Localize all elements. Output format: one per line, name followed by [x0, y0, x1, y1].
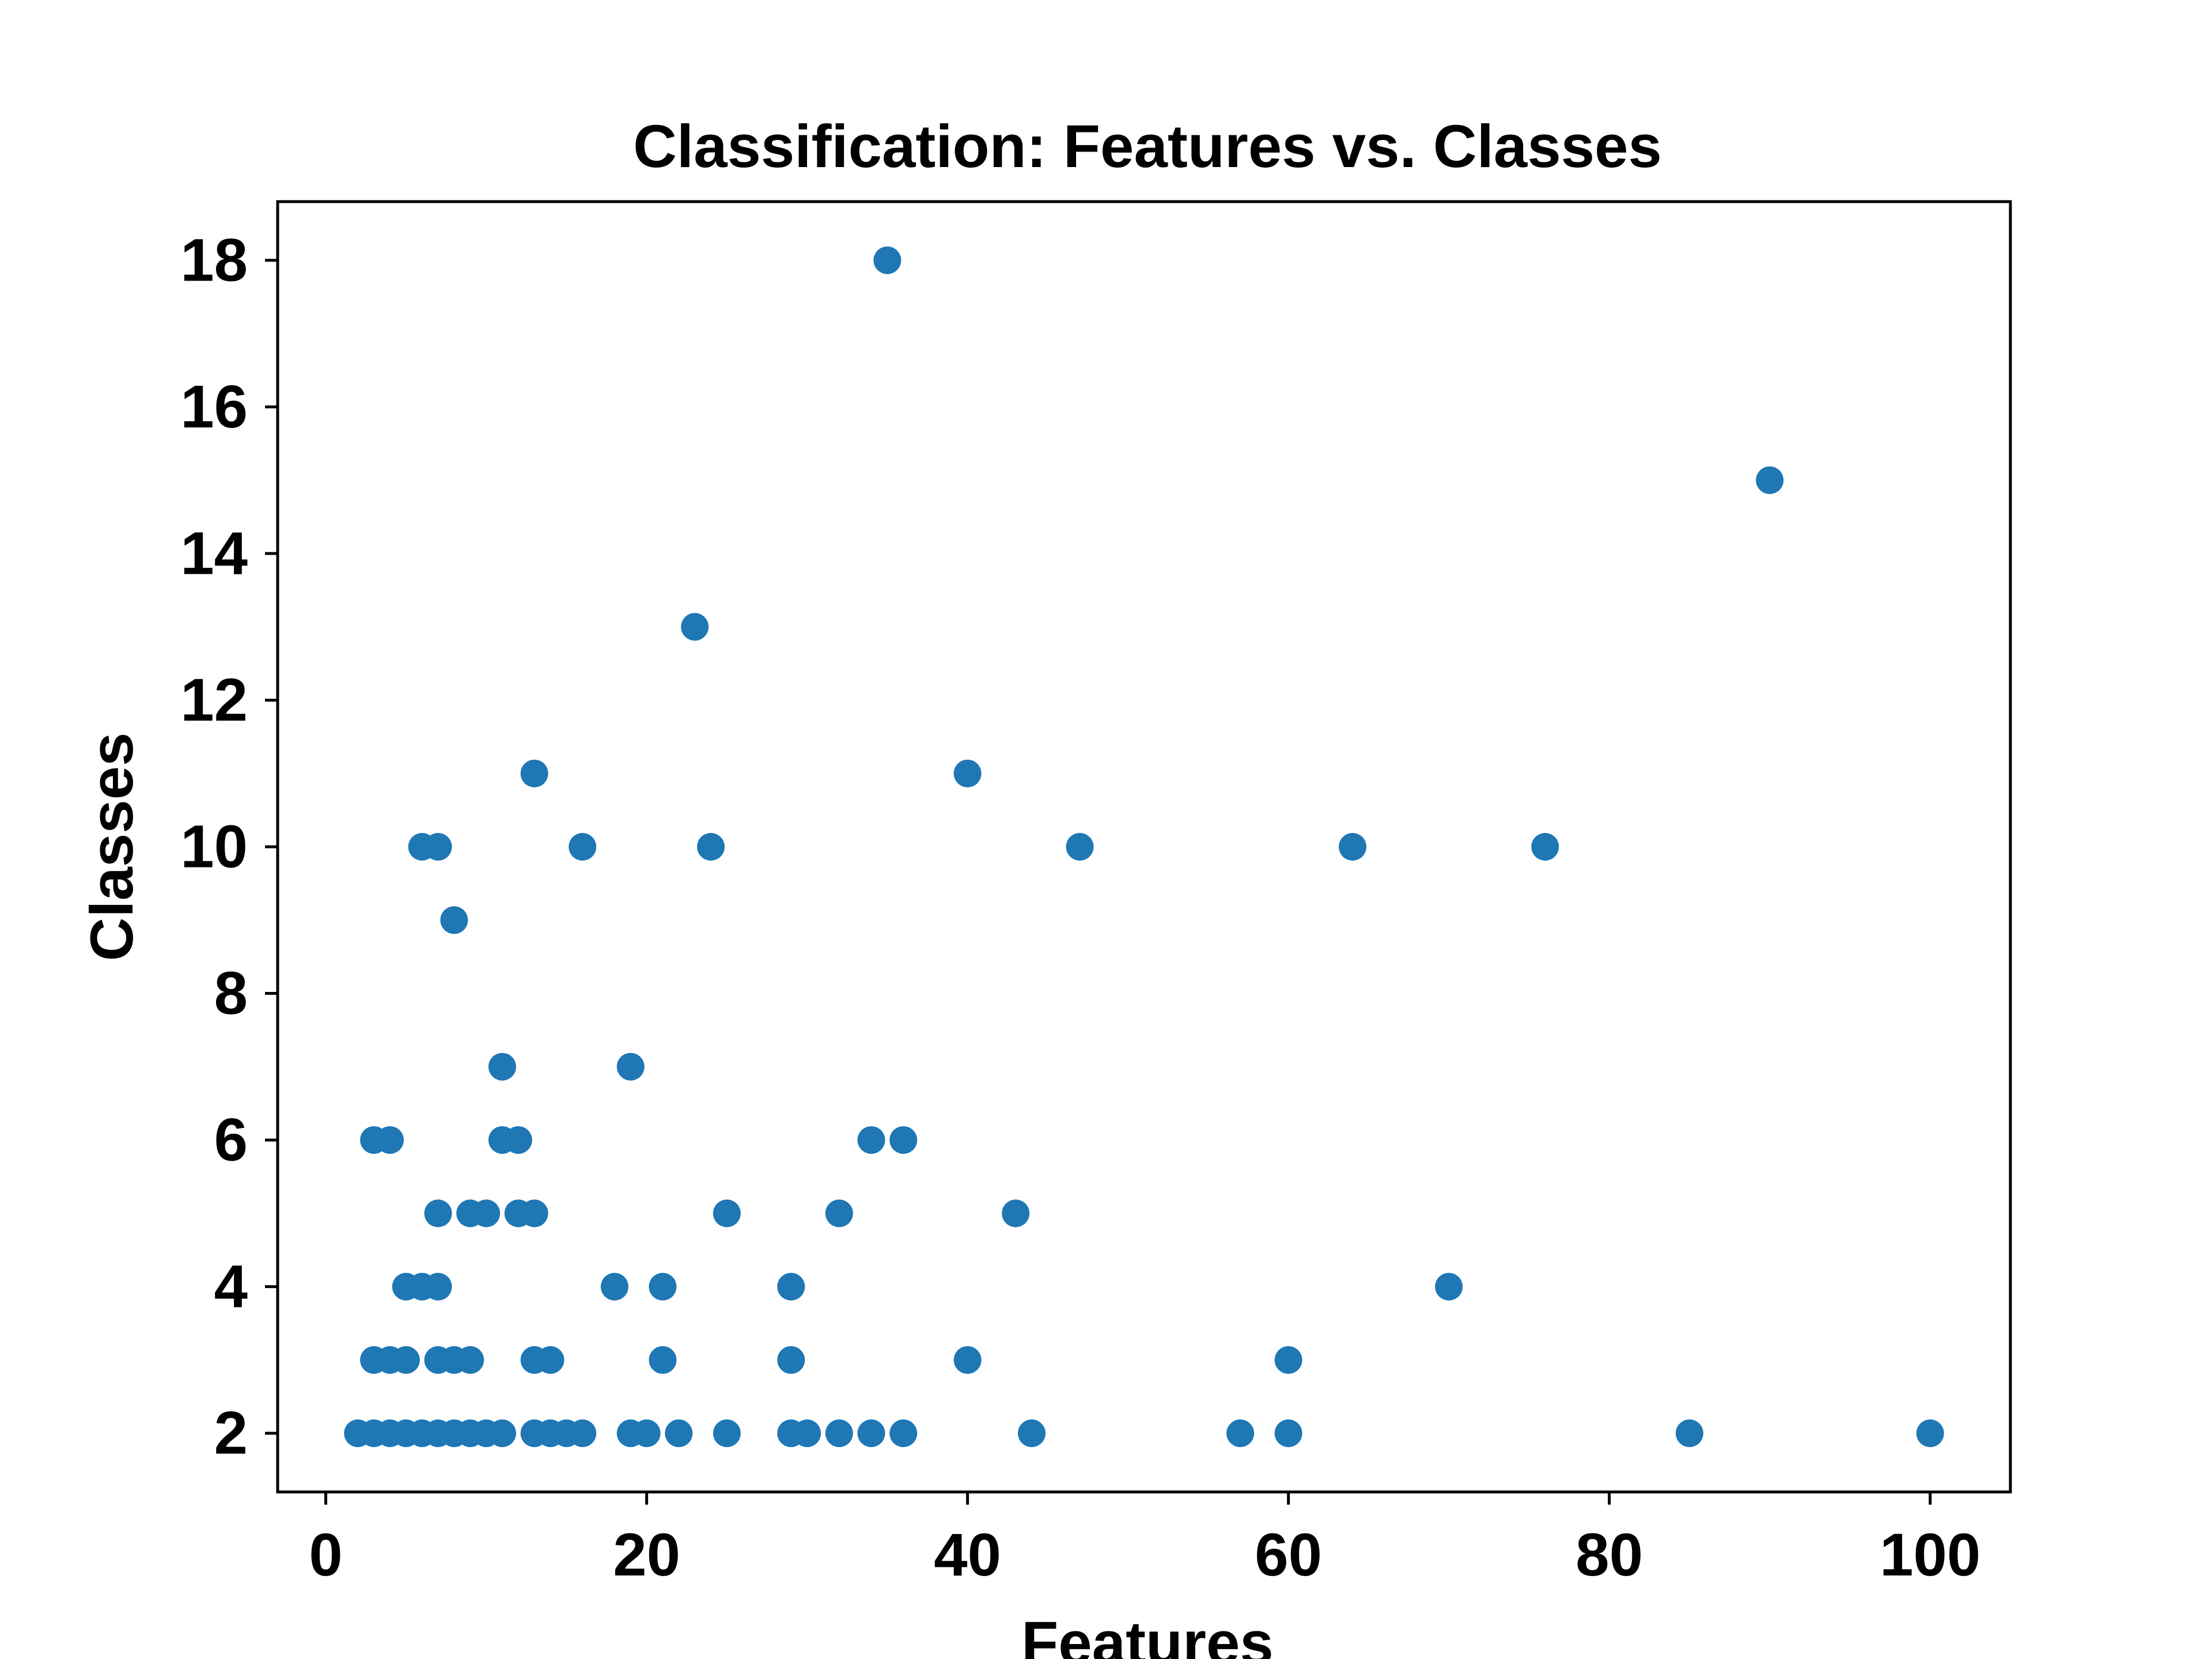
scatter-point — [536, 1346, 565, 1374]
scatter-point — [1018, 1419, 1046, 1448]
y-tick-label: 10 — [180, 813, 248, 881]
scatter-point — [953, 759, 982, 787]
scatter-point — [504, 1126, 532, 1154]
scatter-point — [424, 1272, 452, 1301]
scatter-point — [857, 1419, 885, 1448]
scatter-point — [793, 1419, 821, 1448]
scatter-point — [713, 1199, 741, 1228]
scatter-point — [392, 1346, 420, 1374]
scatter-point — [632, 1419, 661, 1448]
scatter-point — [681, 613, 709, 641]
scatter-point — [456, 1346, 484, 1374]
x-tick-label: 80 — [1575, 1521, 1643, 1589]
y-tick-label: 12 — [180, 666, 248, 734]
scatter-point — [1916, 1419, 1944, 1448]
scatter-point — [777, 1272, 805, 1301]
scatter-point — [376, 1126, 404, 1154]
scatter-point — [713, 1419, 741, 1448]
scatter-point — [697, 833, 725, 861]
scatter-point — [1274, 1346, 1302, 1374]
scatter-point — [520, 759, 548, 787]
scatter-point — [1002, 1199, 1030, 1228]
scatter-point — [488, 1052, 516, 1081]
x-tick-label: 20 — [613, 1521, 680, 1589]
scatter-point — [1675, 1419, 1703, 1448]
scatter-point — [1274, 1419, 1302, 1448]
scatter-point — [649, 1346, 677, 1374]
scatter-point — [889, 1419, 918, 1448]
x-axis: 0 20 40 60 80 100 — [309, 1492, 1980, 1589]
scatter-point — [569, 833, 597, 861]
scatter-point — [616, 1052, 645, 1081]
scatter-point — [424, 1199, 452, 1228]
scatter-point — [873, 246, 902, 274]
data-points — [344, 246, 1944, 1448]
scatter-point — [600, 1272, 628, 1301]
scatter-point — [472, 1199, 501, 1228]
scatter-point — [665, 1419, 693, 1448]
scatter-point — [569, 1419, 597, 1448]
y-tick-label: 4 — [214, 1253, 248, 1320]
scatter-point — [1435, 1272, 1463, 1301]
scatter-point — [488, 1419, 516, 1448]
scatter-point — [777, 1346, 805, 1374]
plot-area-frame — [276, 200, 2012, 1494]
y-tick-label: 2 — [214, 1400, 248, 1467]
scatter-point — [1226, 1419, 1255, 1448]
scatter-point — [1531, 833, 1559, 861]
scatter-point — [889, 1126, 918, 1154]
x-tick-label: 40 — [934, 1521, 1001, 1589]
scatter-point — [649, 1272, 677, 1301]
scatter-point — [424, 833, 452, 861]
chart-title: Classification: Features vs. Classes — [633, 113, 1662, 180]
scatter-point — [1756, 466, 1784, 494]
y-axis: 2 4 6 8 10 12 14 16 18 — [180, 226, 278, 1467]
scatter-point — [520, 1199, 548, 1228]
x-axis-label: Features — [1021, 1609, 1274, 1659]
y-tick-label: 14 — [180, 520, 248, 587]
x-tick-label: 100 — [1880, 1521, 1980, 1589]
y-axis-label: Classes — [78, 733, 146, 961]
scatter-point — [825, 1419, 853, 1448]
scatter-point — [825, 1199, 853, 1228]
scatter-point — [1339, 833, 1367, 861]
y-tick-label: 18 — [180, 226, 248, 294]
scatter-point — [953, 1346, 982, 1374]
y-tick-label: 16 — [180, 373, 248, 441]
y-tick-label: 6 — [214, 1107, 248, 1174]
y-tick-label: 8 — [214, 960, 248, 1027]
x-tick-label: 60 — [1255, 1521, 1322, 1589]
scatter-point — [440, 906, 468, 934]
scatter-point — [1066, 833, 1094, 861]
x-tick-label: 0 — [309, 1521, 342, 1589]
scatter-point — [857, 1126, 885, 1154]
